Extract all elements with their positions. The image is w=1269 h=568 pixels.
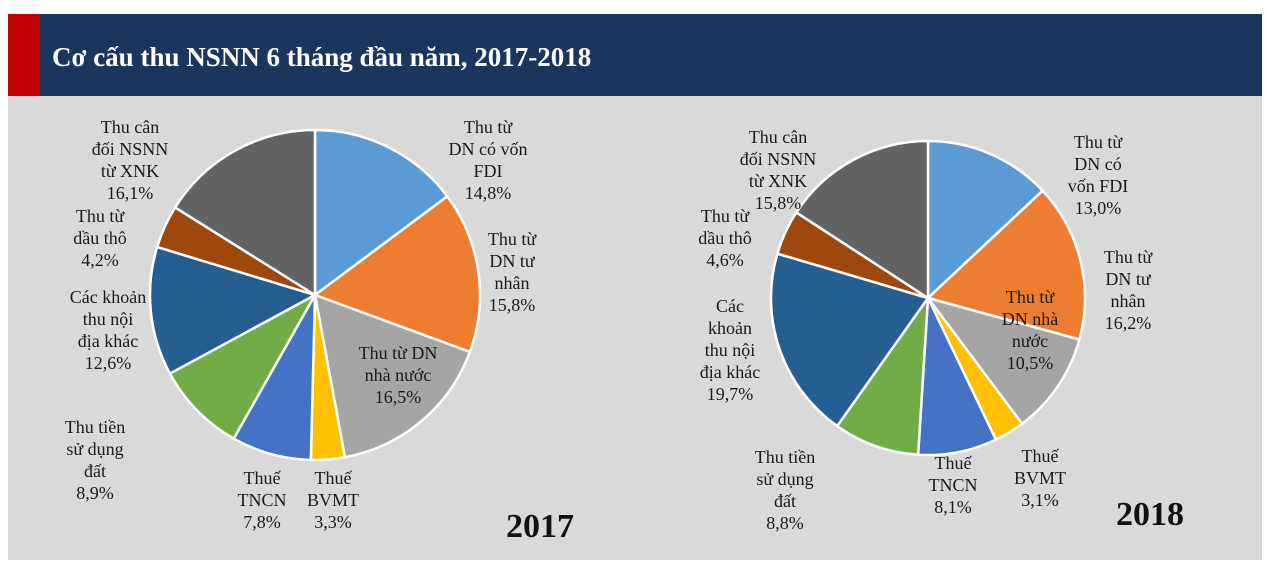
slice-label: Thu từ DN nhà nước 16,5% (359, 342, 438, 408)
slice-label: Các khoản thu nội địa khác 19,7% (700, 295, 760, 405)
value-label: 16,2% (1104, 313, 1152, 333)
value-label: 13,0% (1074, 198, 1122, 218)
value-label: 8,1% (934, 497, 972, 517)
value-label: 16,1% (106, 183, 154, 203)
value-label: 15,8% (488, 295, 536, 315)
pie-slice (313, 293, 472, 459)
value-label: 4,6% (706, 250, 744, 270)
value-label: 3,3% (314, 512, 352, 532)
pie-slice (925, 188, 1087, 342)
chart-title: 2018 (1116, 496, 1184, 533)
pie-slice (835, 293, 930, 457)
category-name: Thu tiền sử dụng đất (64, 417, 126, 481)
pie-slice (312, 194, 482, 354)
value-label: 16,5% (374, 387, 422, 407)
category-name: Thuế BVMT (306, 468, 360, 510)
category-name: Thuế BVMT (1013, 446, 1067, 488)
slice-label: Thu từ DN nhà nước 10,5% (1002, 286, 1059, 374)
accent-stripe (8, 14, 40, 96)
category-name: Thuế TNCN (237, 468, 287, 510)
chart-title: 2017 (506, 508, 574, 545)
value-label: 4,2% (81, 250, 119, 270)
category-name: Thuế TNCN (928, 453, 978, 495)
slice-label: Thuế TNCN 7,8% (238, 467, 287, 533)
slice-label: Thuế BVMT 3,1% (1014, 445, 1066, 511)
slice-label: Thu từ DN có vốn FDI 14,8% (449, 116, 528, 204)
slice-label: Thu tiền sử dụng đất 8,8% (755, 446, 816, 534)
pie-slice (924, 295, 1081, 426)
category-name: Thu từ dầu thô (698, 206, 752, 248)
pie-slice (926, 139, 1045, 301)
category-name: Thu từ DN nhà nước (1001, 287, 1059, 351)
slice-label: Thu cân đối NSNN từ XNK 16,1% (92, 116, 169, 204)
value-label: 7,8% (243, 512, 281, 532)
value-label: 10,5% (1006, 353, 1054, 373)
value-label: 8,9% (76, 483, 114, 503)
pie-slice (794, 139, 930, 301)
pie-slice (313, 128, 450, 298)
slice-label: Các khoản thu nội địa khác 12,6% (70, 286, 146, 374)
category-name: Thu cân đối NSNN từ XNK (91, 117, 169, 181)
category-name: Các khoản thu nội địa khác (699, 296, 761, 382)
pie-slice (769, 252, 931, 428)
category-name: Thu từ DN nhà nước (358, 343, 438, 385)
category-name: Các khoản thu nội địa khác (69, 287, 147, 351)
value-label: 8,8% (766, 513, 804, 533)
pie-slice (173, 128, 317, 298)
category-name: Thu từ DN tư nhân (1103, 247, 1153, 311)
value-label: 3,1% (1021, 490, 1059, 510)
category-name: Thu từ DN tư nhân (487, 229, 537, 293)
value-label: 14,8% (464, 183, 512, 203)
value-label: 12,6% (84, 353, 132, 373)
slice-label: Thu từ dầu thô 4,6% (698, 205, 752, 271)
slice-label: Thu tiền sử dụng đất 8,9% (65, 416, 126, 504)
slice-label: Thu từ DN có vốn FDI 13,0% (1068, 131, 1129, 219)
category-name: Thu cân đối NSNN từ XNK (739, 127, 817, 191)
category-name: Thu tiền sử dụng đất (754, 447, 816, 511)
slice-label: Thuế BVMT 3,3% (307, 467, 359, 533)
pie-slice (148, 245, 319, 376)
header: Cơ cấu thu NSNN 6 tháng đầu năm, 2017-20… (8, 14, 1262, 96)
value-label: 19,7% (706, 384, 754, 404)
slice-label: Thu cân đối NSNN từ XNK 15,8% (740, 126, 817, 214)
category-name: Thu từ DN có vốn FDI (1067, 132, 1129, 196)
pie-slice (168, 291, 319, 441)
category-name: Thu từ dầu thô (73, 206, 127, 248)
category-name: Thu từ DN có vốn FDI (448, 117, 528, 181)
page-title: Cơ cấu thu NSNN 6 tháng đầu năm, 2017-20… (52, 42, 592, 72)
slice-label: Thu từ DN tư nhân 16,2% (1104, 246, 1152, 334)
slice-label: Thu từ dầu thô 4,2% (73, 205, 127, 271)
value-label: 15,8% (754, 193, 802, 213)
slice-label: Thu từ DN tư nhân 15,8% (488, 228, 536, 316)
slice-label: Thuế TNCN 8,1% (929, 452, 978, 518)
